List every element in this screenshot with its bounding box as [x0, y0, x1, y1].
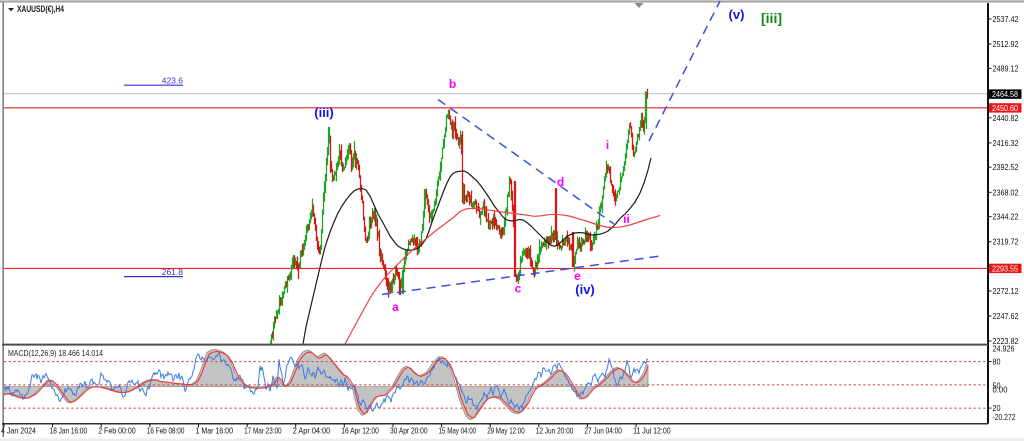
svg-text:2319.72: 2319.72 — [993, 237, 1019, 247]
svg-text:15 May 04:00: 15 May 04:00 — [439, 426, 477, 436]
svg-text:2464.58: 2464.58 — [992, 89, 1018, 99]
svg-text:80: 80 — [993, 357, 1001, 367]
svg-text:11 Jul 12:00: 11 Jul 12:00 — [633, 426, 671, 436]
svg-text:2392.52: 2392.52 — [993, 162, 1019, 172]
svg-text:17 Mar 23:00: 17 Mar 23:00 — [244, 426, 282, 436]
svg-text:16 Feb 08:00: 16 Feb 08:00 — [147, 426, 185, 436]
svg-text:29 May 12:00: 29 May 12:00 — [487, 426, 525, 436]
svg-text:2 Feb 00:00: 2 Feb 00:00 — [98, 426, 136, 436]
svg-text:0.00: 0.00 — [993, 385, 1008, 395]
svg-text:12 Jun 20:00: 12 Jun 20:00 — [536, 426, 574, 436]
svg-text:b: b — [449, 77, 456, 91]
svg-text:2537.42: 2537.42 — [993, 14, 1019, 24]
svg-text:2512.92: 2512.92 — [993, 39, 1019, 49]
svg-text:18 Jan 16:00: 18 Jan 16:00 — [50, 426, 88, 436]
svg-text:2344.22: 2344.22 — [993, 212, 1019, 222]
svg-text:2 Apr 04:00: 2 Apr 04:00 — [293, 426, 331, 436]
svg-text:2440.82: 2440.82 — [993, 113, 1019, 123]
svg-text:2450.60: 2450.60 — [992, 103, 1018, 113]
svg-text:2489.12: 2489.12 — [993, 63, 1019, 73]
svg-text:2416.32: 2416.32 — [993, 138, 1019, 148]
svg-text:423.6: 423.6 — [162, 76, 184, 86]
svg-text:e: e — [574, 269, 581, 283]
svg-text:20: 20 — [993, 403, 1001, 413]
svg-text:d: d — [557, 175, 564, 189]
svg-text:27 Jun 04:00: 27 Jun 04:00 — [584, 426, 622, 436]
svg-text:(iv): (iv) — [575, 282, 595, 297]
svg-text:2368.02: 2368.02 — [993, 187, 1019, 197]
svg-text:1 Mar 16:00: 1 Mar 16:00 — [196, 426, 234, 436]
svg-text:4 Jan 2024: 4 Jan 2024 — [1, 426, 36, 436]
svg-text:2293.55: 2293.55 — [992, 263, 1018, 273]
svg-text:2272.12: 2272.12 — [993, 286, 1019, 296]
svg-text:c: c — [515, 282, 522, 296]
svg-text:XAUUSD(€),H4: XAUUSD(€),H4 — [17, 4, 64, 14]
svg-text:261.8: 261.8 — [162, 267, 184, 277]
svg-text:a: a — [392, 300, 399, 314]
svg-text:(iii): (iii) — [314, 105, 334, 120]
svg-text:30 Apr 20:00: 30 Apr 20:00 — [390, 426, 428, 436]
svg-text:-20.272: -20.272 — [993, 412, 1016, 422]
svg-text:2247.62: 2247.62 — [993, 311, 1019, 321]
svg-text:50: 50 — [993, 380, 1001, 390]
svg-text:MACD(12,26,9) 18.466 14.014: MACD(12,26,9) 18.466 14.014 — [8, 348, 103, 358]
svg-text:ii: ii — [623, 212, 630, 226]
svg-text:24.926: 24.926 — [993, 344, 1015, 354]
svg-text:2223.82: 2223.82 — [993, 336, 1019, 346]
svg-text:(v): (v) — [729, 7, 745, 22]
svg-text:16 Apr 12:00: 16 Apr 12:00 — [341, 426, 379, 436]
svg-text:[iii]: [iii] — [761, 10, 782, 26]
svg-text:i: i — [606, 138, 609, 152]
